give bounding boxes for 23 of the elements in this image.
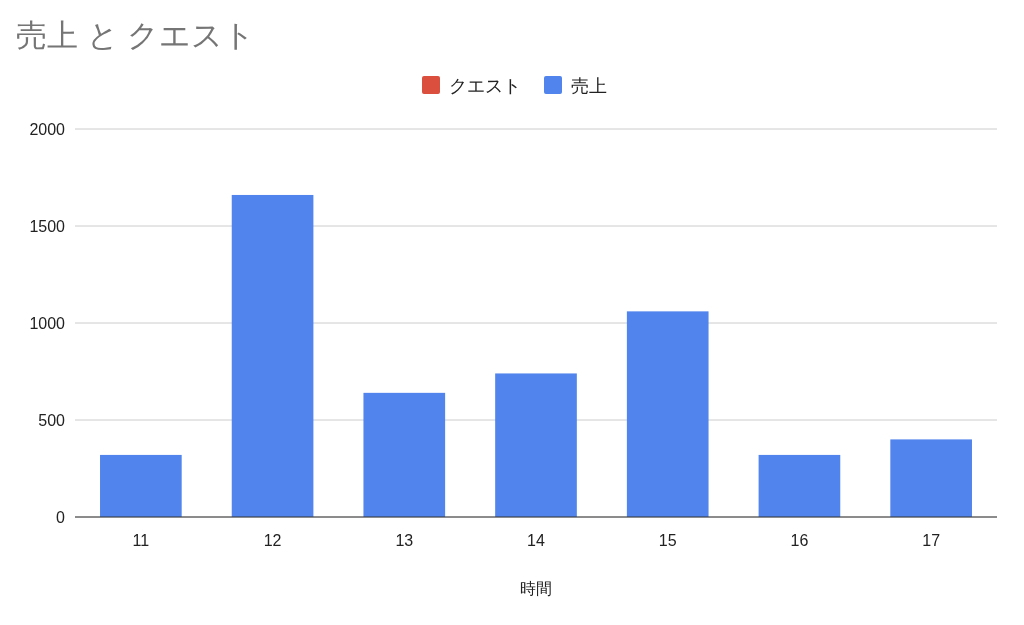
x-tick-label: 12 <box>263 532 282 549</box>
legend-label: 売上 <box>571 76 607 97</box>
y-tick-label: 500 <box>38 411 66 429</box>
x-tick-label: 13 <box>395 532 414 549</box>
x-tick-label: 16 <box>790 532 809 549</box>
y-tick-label: 0 <box>56 508 66 526</box>
bar <box>231 194 314 517</box>
x-tick-label: 17 <box>922 532 941 549</box>
y-tick-label: 1000 <box>29 314 66 332</box>
x-tick-label: 11 <box>132 532 150 549</box>
x-tick-label: 15 <box>658 532 677 549</box>
x-tick-label: 14 <box>527 532 545 549</box>
x-axis-title: 時間 <box>520 580 552 597</box>
bar <box>495 373 577 517</box>
y-tick-label: 1500 <box>29 217 66 235</box>
bar <box>758 454 841 517</box>
bar <box>890 439 972 517</box>
bar <box>626 311 709 517</box>
y-tick-label: 2000 <box>29 120 66 138</box>
bar <box>363 392 446 517</box>
chart-title: 売上 と クエスト <box>16 18 256 53</box>
legend-label: クエスト <box>449 76 521 97</box>
bar <box>100 454 182 517</box>
